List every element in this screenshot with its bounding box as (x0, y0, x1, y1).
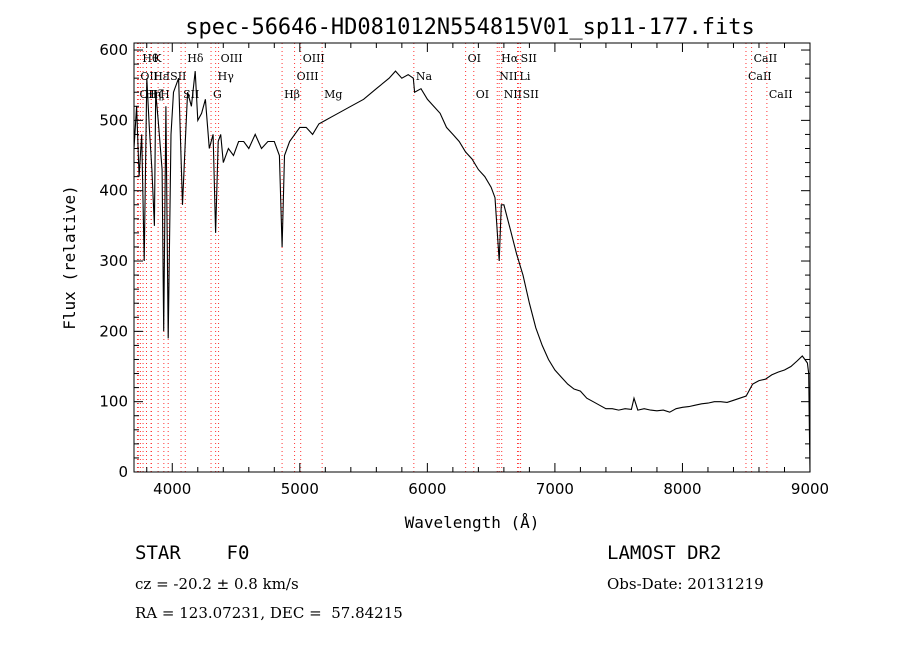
spectral-line-label: H (160, 88, 170, 101)
spectral-line-label: OI (468, 52, 481, 65)
object-class: STAR F0 (135, 542, 250, 564)
y-tick-label: 400 (99, 182, 128, 200)
y-tick-label: 300 (99, 252, 128, 270)
chart-title: spec-56646-HD081012N554815V01_sp11-177.f… (185, 15, 755, 40)
spectral-line-label: OI (476, 88, 489, 101)
x-tick-label: 5000 (281, 480, 319, 498)
spectral-line-label: Hα (501, 52, 519, 65)
spectral-line-label: Hβ (284, 88, 300, 101)
spectral-line-label: NII (499, 70, 517, 83)
spectral-line-label: OII (140, 70, 158, 83)
spectral-line-label: SII (170, 70, 186, 83)
spectral-line-label: Na (416, 70, 433, 83)
spectral-line-label: OIII (303, 52, 325, 65)
y-tick-label: 100 (99, 393, 128, 411)
spectral-line-label: SII (521, 52, 537, 65)
spectral-line-label: SII (523, 88, 539, 101)
x-axis-label: Wavelength (Å) (405, 513, 540, 532)
spectral-line-label: OIII (297, 70, 319, 83)
x-tick-label: 9000 (791, 480, 829, 498)
spectral-line-label: Hη (145, 88, 161, 101)
y-axis-label: Flux (relative) (60, 185, 79, 330)
survey-label: LAMOST DR2 (607, 542, 722, 564)
spectral-line-label: NII (504, 88, 522, 101)
observation-date: Obs-Date: 20131219 (607, 575, 764, 593)
y-tick-label: 500 (99, 111, 128, 129)
spectrum-line (133, 70, 811, 473)
x-tick-label: 6000 (408, 480, 446, 498)
spectral-line-label: Mg (324, 88, 342, 101)
y-tick-label: 0 (118, 463, 128, 481)
spectral-line-label: CaII (754, 52, 778, 65)
x-tick-label: 4000 (153, 480, 191, 498)
spectral-line-label: Hγ (218, 70, 235, 83)
spectral-line-label: Hε (153, 70, 169, 83)
spectral-line-label: OIII (221, 52, 243, 65)
x-tick-label: 8000 (663, 480, 701, 498)
x-tick-label: 7000 (536, 480, 574, 498)
redshift-cz: cz = -20.2 ± 0.8 km/s (135, 575, 299, 593)
spectral-line-label: G (213, 88, 222, 101)
plot-frame (133, 42, 811, 473)
spectral-line-label: CaII (769, 88, 793, 101)
spectral-line-label: Hδ (187, 52, 204, 65)
spectral-line-label: Li (520, 70, 531, 83)
spectral-line-label: K (153, 52, 162, 65)
spectral-line-label: CaII (748, 70, 772, 83)
ra-dec-coordinates: RA = 123.07231, DEC = 57.84215 (135, 604, 403, 622)
spectral-line-label: I (166, 70, 170, 83)
y-tick-label: 600 (99, 41, 128, 59)
y-tick-label: 200 (99, 322, 128, 340)
spectral-line-label: OII (139, 88, 157, 101)
